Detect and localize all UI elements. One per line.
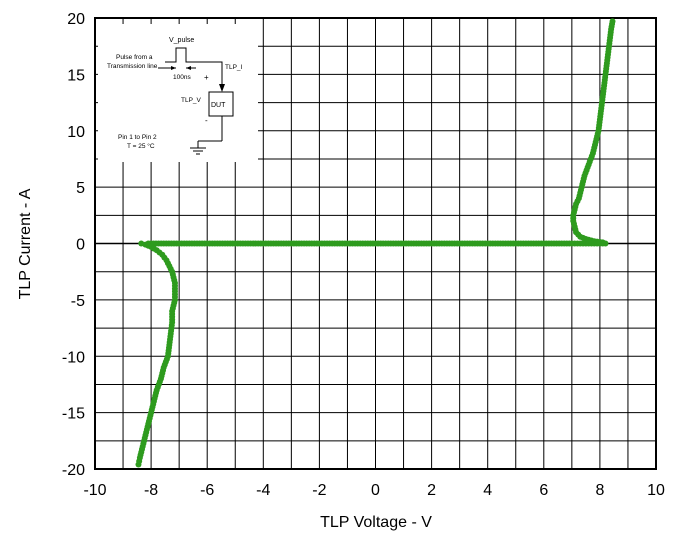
data-points [135, 18, 616, 468]
y-tick-label: -15 [62, 406, 85, 423]
data-point [135, 461, 142, 468]
inset-pulse-from: Pulse from a [116, 54, 153, 61]
circuit-wire [198, 61, 223, 86]
inset-temp-note: T = 25 °C [127, 142, 155, 150]
x-tick-label: -2 [312, 482, 326, 499]
inset-dut-label: DUT [211, 102, 226, 109]
inset-plus: + [204, 73, 209, 82]
x-tick-label: 2 [427, 482, 436, 499]
y-tick-label: 15 [67, 67, 85, 84]
arrowhead-left-icon [171, 66, 176, 70]
x-tick-label: -4 [256, 482, 270, 499]
inset-tlp-v: TLP_V [181, 97, 202, 104]
x-tick-label: -8 [144, 482, 158, 499]
inset-background [98, 24, 258, 162]
y-tick-label: 5 [76, 180, 85, 197]
x-tick-label: 0 [371, 482, 380, 499]
x-tick-label: 8 [595, 482, 604, 499]
inset-tlp-i: TLP_I [225, 64, 243, 71]
y-tick-label: 0 [76, 237, 85, 254]
inset-pulse-width: 100ns [173, 74, 191, 81]
y-tick-label: -20 [62, 462, 85, 479]
dut-box [208, 91, 234, 117]
x-tick-label: 6 [539, 482, 548, 499]
inset-v-pulse: V_pulse [169, 37, 194, 44]
inset-minus: - [205, 116, 208, 125]
inset-transmission-line: Transmission line [107, 63, 158, 70]
x-tick-label: -10 [83, 482, 106, 499]
inset-pin-note: Pin 1 to Pin 2 [118, 134, 157, 141]
pulse-waveform-icon [165, 47, 198, 63]
y-tick-label: -5 [71, 293, 85, 310]
x-tick-label: 10 [647, 482, 665, 499]
y-tick-label: 20 [67, 11, 85, 28]
arrowhead-right-icon [186, 66, 191, 70]
y-axis-label: TLP Current - A [17, 188, 34, 299]
data-point [609, 18, 616, 25]
x-axis-label: TLP Voltage - V [320, 514, 432, 531]
x-tick-label: 4 [483, 482, 492, 499]
x-tick-label: -6 [200, 482, 214, 499]
y-tick-label: -10 [62, 349, 85, 366]
current-arrow-icon [219, 84, 225, 92]
y-tick-label: 10 [67, 124, 85, 141]
test-circuit-inset: V_pulse Pulse from a Transmission line 1… [98, 24, 258, 162]
